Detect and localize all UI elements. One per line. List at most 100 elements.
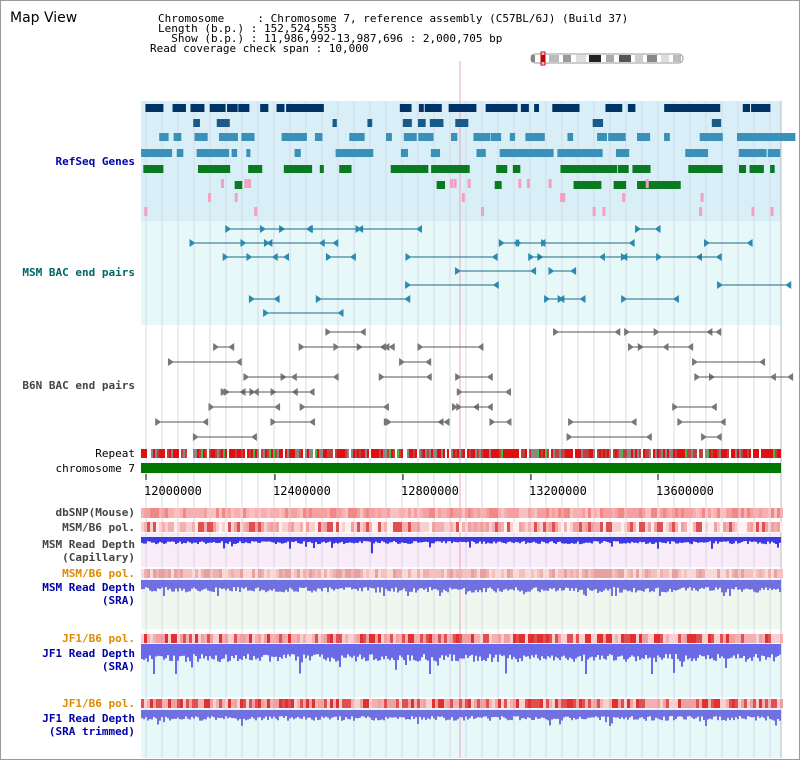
depth-bar: [327, 580, 329, 593]
repeat-cell: [293, 449, 295, 458]
msm-pol-cell: [777, 522, 780, 532]
depth-bar: [229, 710, 231, 718]
msm-pol-cell: [546, 522, 549, 532]
track-label-jf1-b6-pol-2[interactable]: JF1/B6 pol.: [62, 697, 135, 710]
depth-bar: [599, 537, 601, 544]
bac-end-marker: [677, 418, 684, 426]
depth-bar: [403, 710, 405, 718]
jf1-pol-cell: [219, 634, 222, 643]
track-label-msm-b6-pol-1[interactable]: MSM/B6 pol.: [62, 521, 135, 534]
depth-bar: [375, 580, 377, 593]
msm-pol-cell: [780, 569, 783, 578]
jf1-pol-cell: [759, 699, 762, 708]
jf1-pol-cell: [420, 699, 423, 708]
repeat-cell: [651, 449, 653, 458]
jf1-pol-cell: [687, 634, 690, 643]
depth-bar: [151, 537, 153, 543]
msm-pol-cell: [594, 522, 597, 532]
depth-bar: [761, 537, 763, 544]
dbsnp-cell: [729, 508, 732, 518]
depth-bar: [675, 580, 677, 591]
depth-bar: [729, 580, 731, 596]
depth-bar: [253, 710, 255, 719]
track-label-refseq-genes[interactable]: RefSeq Genes: [55, 155, 135, 168]
depth-bar: [189, 580, 191, 592]
depth-bar: [703, 710, 705, 721]
depth-bar: [573, 710, 575, 719]
depth-bar: [557, 710, 559, 719]
depth-bar: [767, 644, 769, 658]
msm-pol-cell: [216, 522, 219, 532]
gene-feature: [453, 104, 462, 112]
msm-pol-cell: [297, 569, 300, 578]
depth-bar: [371, 537, 373, 554]
repeat-cell: [487, 449, 489, 458]
depth-bar: [561, 644, 563, 657]
msm-pol-cell: [351, 522, 354, 532]
depth-bar: [773, 580, 775, 589]
jf1-pol-cell: [534, 699, 537, 708]
depth-bar: [691, 710, 693, 718]
repeat-cell: [683, 449, 685, 458]
depth-bar: [431, 644, 433, 658]
msm-pol-cell: [177, 569, 180, 578]
repeat-cell: [357, 449, 359, 458]
msm-pol-cell: [306, 569, 309, 578]
msm-pol-cell: [450, 569, 453, 578]
repeat-cell: [481, 449, 483, 458]
depth-bar: [353, 580, 355, 589]
msm-pol-cell: [333, 522, 336, 532]
jf1-pol-cell: [219, 699, 222, 708]
bac-end-marker: [220, 388, 227, 396]
track-label-chromosome[interactable]: chromosome 7: [55, 462, 135, 475]
jf1-pol-cell: [396, 699, 399, 708]
repeat-cell: [777, 449, 779, 458]
track-label-msm-b6-pol-2[interactable]: MSM/B6 pol.: [62, 567, 135, 580]
track-label-msm-read-depth-sra[interactable]: MSM Read Depth (SRA): [42, 581, 135, 607]
depth-bar: [651, 537, 653, 544]
track-label-b6n-bac-end-pairs[interactable]: B6N BAC end pairs: [22, 379, 135, 392]
track-label-jf1-read-depth-sra[interactable]: JF1 Read Depth (SRA): [42, 647, 135, 673]
track-label-dbsnp[interactable]: dbSNP(Mouse): [55, 506, 135, 519]
depth-bar: [625, 580, 627, 590]
jf1-pol-cell: [183, 699, 186, 708]
depth-bar: [263, 580, 265, 591]
track-label-repeat[interactable]: Repeat: [95, 447, 135, 460]
depth-bar: [243, 644, 245, 657]
track-label-jf1-b6-pol-1[interactable]: JF1/B6 pol.: [62, 632, 135, 645]
depth-bar: [487, 580, 489, 589]
bac-end-marker: [383, 343, 390, 351]
track-label-jf1-read-depth-trimmed[interactable]: JF1 Read Depth (SRA trimmed): [42, 712, 135, 738]
msm-pol-cell: [465, 569, 468, 578]
depth-bar: [253, 537, 255, 542]
repeat-cell: [581, 449, 583, 458]
gene-feature: [745, 133, 771, 141]
depth-bar: [621, 644, 623, 656]
msm-pol-cell: [303, 569, 306, 578]
bac-end-marker: [489, 418, 496, 426]
gene-feature: [227, 104, 238, 112]
dbsnp-cell: [756, 508, 759, 518]
repeat-cell: [759, 449, 761, 458]
depth-bar: [403, 644, 405, 661]
msm-pol-cell: [726, 569, 729, 578]
chromosome-info: Chromosome : Chromosome 7, reference ass…: [158, 12, 629, 25]
jf1-pol-cell: [501, 699, 504, 708]
depth-bar: [281, 710, 283, 717]
jf1-pol-cell: [162, 699, 165, 708]
msm-pol-cell: [708, 569, 711, 578]
depth-bar: [143, 580, 145, 590]
depth-bar: [185, 580, 187, 593]
depth-bar: [209, 644, 211, 657]
depth-bar: [281, 580, 283, 592]
track-label-msm-bac-end-pairs[interactable]: MSM BAC end pairs: [22, 266, 135, 279]
msm-pol-cell: [480, 522, 483, 532]
depth-bar: [493, 537, 495, 542]
track-label-msm-read-depth-capillary[interactable]: MSM Read Depth (Capillary): [42, 538, 135, 564]
depth-bar: [441, 710, 443, 717]
msm-pol-cell: [684, 522, 687, 532]
jf1-pol-cell: [528, 634, 531, 643]
msm-pol-cell: [240, 522, 243, 532]
depth-bar: [605, 580, 607, 589]
